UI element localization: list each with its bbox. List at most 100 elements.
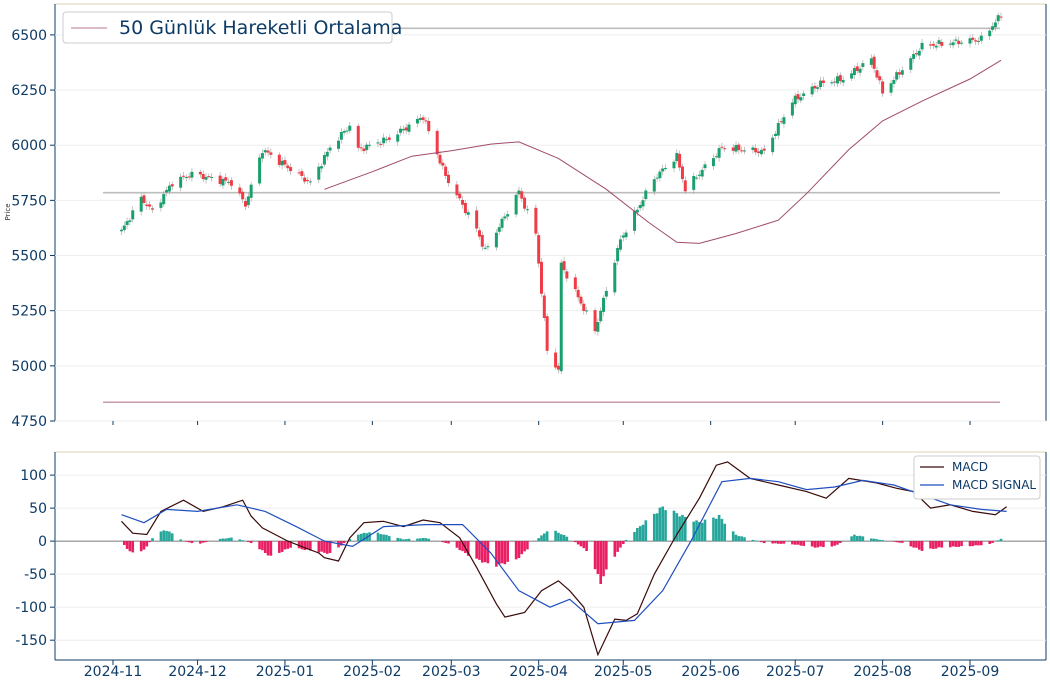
macd-histogram-bar <box>342 541 346 544</box>
candle-body <box>878 76 882 81</box>
macd-histogram-bar <box>692 521 696 542</box>
candle-body <box>325 151 329 157</box>
price-legend: 50 Günlük Hareketli Ortalama <box>62 11 402 44</box>
candle-body <box>841 80 845 83</box>
candle-body <box>455 184 459 196</box>
macd-histogram-bar <box>655 513 659 542</box>
candle-body <box>461 199 465 205</box>
candle-body <box>802 93 806 97</box>
candle-body <box>303 177 307 182</box>
candle-body <box>466 212 470 215</box>
candle-body <box>613 262 617 293</box>
macd-histogram-bar <box>898 541 901 543</box>
macd-histogram-bar <box>125 541 129 549</box>
macd-histogram-bar <box>664 510 667 542</box>
macd-histogram-bar <box>399 538 402 542</box>
candle-body <box>525 209 529 211</box>
candle-body <box>438 154 442 164</box>
candle-body <box>638 205 642 209</box>
candle-body <box>184 176 188 178</box>
macd-histogram-bar <box>743 537 746 542</box>
candle-body <box>227 181 231 183</box>
macd-histogram-bar <box>483 541 487 563</box>
macd-histogram-bar <box>148 541 151 543</box>
candle-body <box>655 177 659 179</box>
macd-histogram-bar <box>184 541 188 542</box>
macd-histogram-bar <box>565 536 569 542</box>
candle-body <box>695 177 699 179</box>
macd-histogram-bar <box>602 541 605 577</box>
macd-line <box>121 461 1007 657</box>
macd-histogram-bar <box>543 533 546 542</box>
candle-body <box>258 157 262 184</box>
macd-histogram-bar <box>201 541 205 543</box>
macd-histogram-bar <box>633 531 636 542</box>
candle-body <box>463 203 467 214</box>
macd-y-tick-label: 50 <box>29 501 47 517</box>
candle-body <box>731 147 735 151</box>
candle-body <box>204 176 208 180</box>
candle-body <box>322 155 326 165</box>
candle-body <box>596 322 600 332</box>
macd-histogram-bar <box>796 541 800 545</box>
candle-body <box>723 148 727 150</box>
candle-body <box>562 261 566 271</box>
macd-histogram-bar <box>455 541 459 548</box>
macd-histogram-bar <box>404 539 408 542</box>
candle-body <box>793 95 797 105</box>
macd-histogram-bar <box>221 538 225 542</box>
price-legend-label: 50 Günlük Hareketli Ortalama <box>119 17 402 39</box>
macd-histogram-bar <box>562 535 566 542</box>
macd-histogram-bar <box>754 540 758 542</box>
candle-body <box>187 176 191 178</box>
candle-body <box>771 137 775 153</box>
macd-histogram-bar <box>317 541 321 553</box>
candle-body <box>286 165 290 169</box>
candle-body <box>937 40 941 44</box>
candle-body <box>881 81 885 94</box>
macd-y-tick-label: 0 <box>38 534 47 550</box>
macd-histogram-bar <box>672 510 676 542</box>
macd-histogram-bar <box>379 534 383 542</box>
candle-body <box>861 63 865 67</box>
candle-body <box>974 40 978 42</box>
macd-histogram-bar <box>280 541 284 552</box>
candle-body <box>602 297 606 312</box>
candle-body <box>362 148 366 152</box>
candle-body <box>500 218 504 228</box>
candle-body <box>159 202 163 208</box>
macd-histogram-bar <box>810 541 814 547</box>
candle-body <box>618 239 622 250</box>
candle-body <box>683 180 687 192</box>
macd-histogram-bar <box>929 541 932 549</box>
macd-histogram-bar <box>940 541 944 548</box>
candle-body <box>446 174 450 184</box>
candle-body <box>407 124 411 132</box>
macd-histogram-bar <box>574 541 577 543</box>
candle-body <box>537 235 541 264</box>
macd-histogram-bar <box>717 514 721 542</box>
price-y-tick-label: 5500 <box>11 249 47 265</box>
candle-body <box>593 310 597 332</box>
candle-body <box>415 118 419 124</box>
candle-body <box>954 39 958 41</box>
macd-histogram-bar <box>988 541 992 545</box>
candle-body <box>796 94 800 100</box>
macd-histogram-bar <box>168 531 171 542</box>
candle-body <box>819 80 823 88</box>
candle-body <box>356 125 360 148</box>
macd-histogram-bar <box>179 539 182 542</box>
macd-histogram-bar <box>822 541 825 548</box>
macd-histogram-bar <box>858 535 862 542</box>
macd-histogram-bar <box>830 541 834 547</box>
candle-body <box>692 175 696 190</box>
candle-body <box>283 160 287 165</box>
macd-histogram-bar <box>362 532 366 542</box>
candle-body <box>249 184 253 198</box>
x-tick-label: 2025-02 <box>343 664 402 680</box>
macd-histogram-bar <box>407 538 411 542</box>
macd-histogram-bar <box>300 541 304 550</box>
macd-histogram-bar <box>230 537 233 542</box>
macd-histogram-bar <box>554 530 557 542</box>
candle-body <box>480 234 484 247</box>
